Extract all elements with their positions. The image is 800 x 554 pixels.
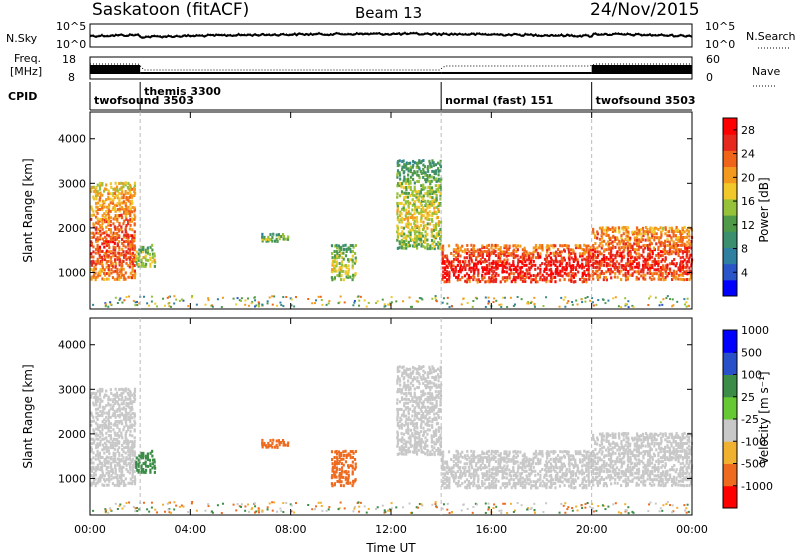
velocity-colorbar-tick: -1000	[741, 480, 773, 493]
y-tick-label: 1000	[58, 266, 86, 279]
power-colorbar-tick: 12	[741, 219, 755, 232]
velocity-colorbar-swatch	[723, 485, 737, 509]
power-colorbar-swatch	[723, 150, 737, 168]
velocity-colorbar-tick: 25	[741, 391, 755, 404]
freq-trace	[90, 65, 692, 74]
power-panel: 1000 2000 3000 4000 Slant Range [km]	[21, 111, 694, 310]
velocity-colorbar-tick: -25	[741, 413, 759, 426]
cpid-segment-label: twofsound 3503	[94, 94, 194, 107]
velocity-colorbar-swatch	[723, 441, 737, 464]
y-tick-label: 2000	[58, 222, 86, 235]
x-tick-label: 00:00	[676, 523, 708, 536]
power-colorbar-tick: 16	[741, 195, 755, 208]
power-colorbar-tick: 24	[741, 148, 755, 161]
power-colorbar-swatch	[723, 263, 737, 281]
velocity-colorbar-swatch	[723, 419, 737, 442]
y-tick-label: 4000	[58, 339, 86, 352]
velocity-colorbar-tick: -500	[741, 458, 766, 471]
nsky-panel: N.Sky 10^5 10^0 10^5 10^0 N.Search	[6, 20, 796, 51]
nsearch-label: N.Search	[746, 30, 796, 43]
nsearch-trace	[89, 31, 693, 38]
nsky-ybottom-right: 10^0	[705, 38, 735, 51]
velocity-colorbar-swatch	[723, 463, 737, 487]
x-axis-label: Time UT	[365, 541, 416, 554]
power-colorbar-swatch	[723, 118, 737, 135]
power-colorbar-swatch	[723, 231, 737, 248]
freq-panel: Freq. [MHz] 18 8 60 0 Nave	[10, 52, 780, 87]
cpid-label: CPID	[8, 90, 37, 103]
nave-label: Nave	[752, 65, 780, 78]
power-colorbar-swatch	[723, 247, 737, 265]
power-colorbar-swatch	[723, 182, 737, 200]
x-tick-label: 08:00	[275, 523, 307, 536]
nsky-trace	[89, 31, 693, 39]
velocity-colorbar-swatch	[723, 330, 737, 353]
y-tick-label: 3000	[58, 177, 86, 190]
beam-title: Beam 13	[355, 4, 422, 22]
nsky-ytop-right: 10^5	[705, 20, 735, 33]
velocity-colorbar-swatch	[723, 352, 737, 375]
velocity-colorbar-swatch	[723, 396, 737, 420]
power-colorbar-swatch	[723, 166, 737, 184]
power-colorbar-swatch	[723, 134, 737, 151]
velocity-colorbar-tick: 500	[741, 346, 762, 359]
freq-label-line1: Freq.	[14, 52, 41, 65]
velocity-colorbar-tick: 1000	[741, 324, 769, 337]
nave-ytop: 60	[706, 53, 720, 66]
nsky-ytop: 10^5	[56, 20, 86, 33]
freq-ytop: 18	[62, 53, 76, 66]
y-tick-label: 2000	[58, 428, 86, 441]
y-tick-label: 3000	[58, 383, 86, 396]
time-axis: 00:00 04:00 08:00 12:00 16:00 20:00 00:00	[74, 112, 708, 536]
power-colorbar-swatch	[723, 215, 737, 232]
power-colorbar-label: Power [dB]	[757, 177, 771, 242]
y-axis-label: Slant Range [km]	[21, 158, 35, 262]
cpid-segment-label: normal (fast) 151	[445, 94, 553, 107]
freq-label-line2: [MHz]	[10, 65, 42, 78]
power-colorbar-swatch	[723, 198, 737, 216]
power-colorbar-tick: 8	[741, 243, 748, 256]
velocity-colorbar-tick: 100	[741, 369, 762, 382]
velocity-colorbar: -1000 -500 -100 -25 25 100 500 1000	[722, 324, 773, 509]
y-tick-label: 1000	[58, 472, 86, 485]
nave-ybottom: 0	[706, 71, 713, 84]
x-tick-label: 00:00	[74, 523, 106, 536]
power-colorbar-tick: 4	[741, 266, 748, 279]
power-colorbar-swatch	[723, 279, 737, 297]
y-axis-label: Slant Range [km]	[21, 364, 35, 468]
velocity-panel: 1000 2000 3000 4000 Slant Range [km]	[21, 317, 694, 516]
velocity-colorbar-swatch	[723, 374, 737, 398]
nave-trace	[90, 63, 692, 71]
velocity-colorbar-tick: -100	[741, 435, 766, 448]
power-colorbar-tick: 28	[741, 124, 755, 137]
nsky-ybottom: 10^0	[56, 38, 86, 51]
x-tick-label: 16:00	[475, 523, 507, 536]
date-title: 24/Nov/2015	[590, 0, 700, 20]
nsky-label: N.Sky	[6, 32, 38, 45]
velocity-colorbar-label: Velocity [m s⁻¹]	[757, 371, 771, 464]
power-colorbar: 4 8 12 16 20 24 28	[722, 117, 755, 297]
x-tick-label: 20:00	[576, 523, 608, 536]
cpid-segment-label: themis 3300	[144, 85, 221, 98]
cpid-segment-label: twofsound 3503	[596, 94, 696, 107]
station-title: Saskatoon (fitACF)	[92, 0, 249, 20]
freq-ybottom: 8	[68, 71, 75, 84]
x-tick-label: 12:00	[375, 523, 407, 536]
power-colorbar-tick: 20	[741, 171, 755, 184]
x-tick-label: 04:00	[174, 523, 206, 536]
y-tick-label: 4000	[58, 133, 86, 146]
